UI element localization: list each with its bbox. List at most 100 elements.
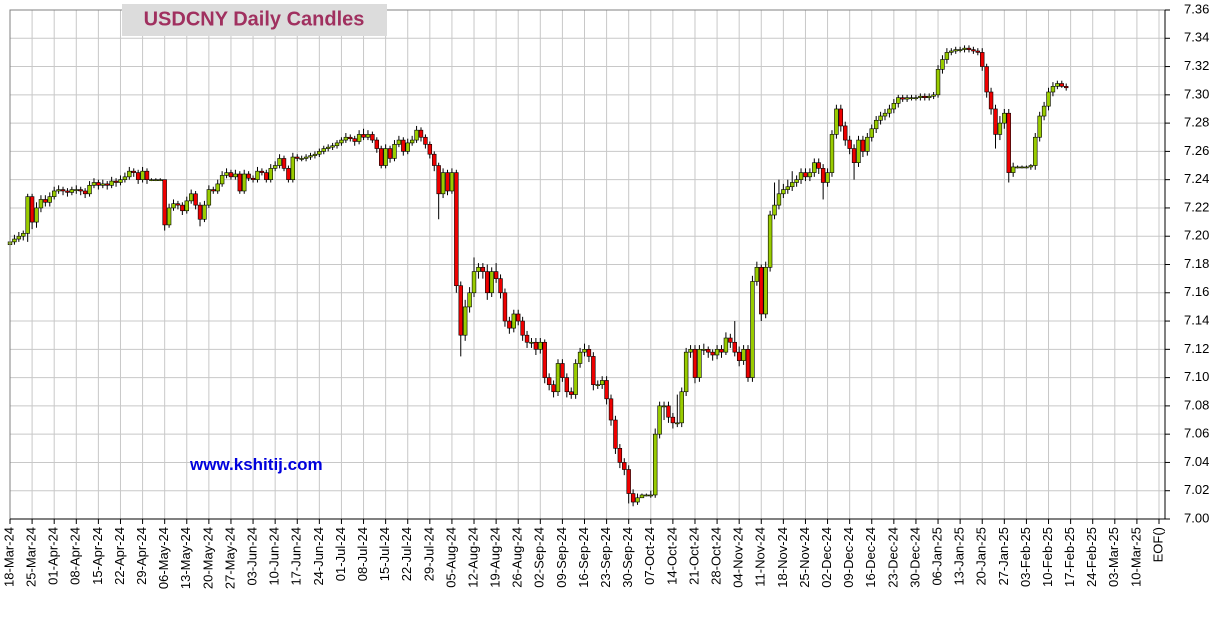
candle-body — [511, 313, 516, 329]
candle-body — [904, 97, 910, 100]
candle-body — [604, 380, 609, 400]
candle-body — [1046, 91, 1051, 107]
candles — [7, 45, 1069, 507]
candle-body — [785, 186, 790, 190]
candle-body — [158, 179, 163, 181]
x-tick-label: 02-Dec-24 — [819, 527, 834, 588]
candle-body — [1041, 105, 1047, 117]
axes: 7.00 7.02 7.04 7.06 7.08 7.10 7.12 7.14 7.16 7.18… — [1, 1, 1209, 589]
candle-body — [34, 207, 39, 223]
candle-body — [127, 170, 132, 178]
candle-body — [193, 193, 198, 206]
candle-body — [896, 97, 901, 104]
candle-body — [878, 115, 883, 121]
candle-body — [281, 158, 287, 169]
candle-body — [657, 405, 662, 435]
candle-body — [432, 153, 437, 166]
candle-body — [268, 168, 273, 180]
candle-body — [577, 351, 583, 364]
candle-body — [918, 95, 923, 98]
candle-body — [25, 196, 30, 234]
x-tick-label: 01-Apr-24 — [46, 527, 61, 585]
candle-body — [286, 168, 291, 180]
candle-body — [144, 170, 150, 180]
x-tick-label: 29-Apr-24 — [134, 527, 149, 585]
candle-body — [820, 168, 826, 183]
x-tick-label: 03-Jun-24 — [244, 527, 259, 586]
candle-body — [348, 136, 353, 139]
x-tick-label: 14-Oct-24 — [664, 527, 679, 585]
candle-body — [719, 349, 724, 353]
candle-body — [454, 172, 459, 287]
candle-body — [944, 52, 950, 60]
candle-body — [56, 189, 61, 192]
candle-body — [493, 271, 499, 279]
x-tick-label: 24-Feb-25 — [1084, 527, 1099, 587]
candle-body — [591, 356, 596, 385]
candle-body — [290, 156, 296, 180]
candle-body — [825, 172, 830, 183]
candle-body — [692, 349, 698, 378]
candle-body — [1002, 112, 1007, 124]
x-tick-label: 20-May-24 — [200, 527, 215, 589]
candle-body — [834, 108, 839, 135]
y-tick-label: 7.18 — [1184, 256, 1209, 271]
candle-body — [538, 341, 543, 350]
candle-body — [51, 190, 57, 197]
x-tick-label: 01-Jul-24 — [333, 527, 348, 581]
candle-body — [688, 349, 693, 353]
x-tick-label: 25-Nov-24 — [797, 527, 812, 588]
candle-body — [498, 278, 503, 294]
candle-body — [255, 170, 260, 180]
candle-body — [233, 173, 238, 178]
candle-body — [295, 156, 300, 159]
candle-body — [29, 196, 35, 223]
x-tick-label: 17-Feb-25 — [1062, 527, 1077, 587]
candle-body — [882, 112, 888, 117]
candle-body — [524, 334, 530, 343]
candle-body — [564, 377, 570, 393]
candle-body — [675, 422, 680, 425]
candle-body — [975, 50, 981, 53]
candle-body — [43, 199, 48, 203]
candle-body — [608, 398, 614, 421]
candle-body — [798, 172, 804, 180]
y-tick-label: 7.24 — [1184, 171, 1209, 186]
candle-body — [401, 139, 406, 152]
x-tick-label: 22-Apr-24 — [112, 527, 127, 585]
y-tick-label: 7.26 — [1184, 143, 1209, 158]
candle-body — [529, 341, 534, 344]
candle-body — [166, 207, 172, 226]
candle-body — [516, 313, 521, 322]
candle-body — [237, 173, 242, 192]
candle-body — [630, 493, 636, 503]
candle-body — [759, 267, 764, 315]
candle-body — [772, 204, 777, 216]
candle-body — [683, 351, 689, 393]
candle-body — [171, 203, 176, 209]
candle-body — [65, 190, 70, 193]
candle-body — [887, 108, 892, 114]
x-tick-label: 03-Feb-25 — [1018, 527, 1033, 587]
candle-body — [374, 139, 379, 149]
candle-body — [984, 66, 989, 93]
x-tick-label: 17-Jun-24 — [289, 527, 304, 586]
candle-body — [980, 52, 985, 67]
candle-body — [754, 267, 760, 282]
candle-body — [653, 433, 658, 496]
x-tick-label: 11-Nov-24 — [753, 527, 768, 587]
candle-body — [670, 416, 676, 424]
y-tick-label: 7.20 — [1184, 228, 1209, 243]
y-tick-label: 7.08 — [1184, 397, 1209, 412]
candle-body — [82, 190, 88, 195]
candle-body — [162, 179, 167, 226]
candle-body — [555, 363, 561, 393]
candle-body — [299, 158, 304, 160]
candle-body — [723, 337, 729, 353]
candle-body — [396, 139, 402, 145]
candle-body — [250, 177, 256, 180]
candle-body — [648, 494, 653, 497]
candle-body — [1015, 166, 1020, 169]
